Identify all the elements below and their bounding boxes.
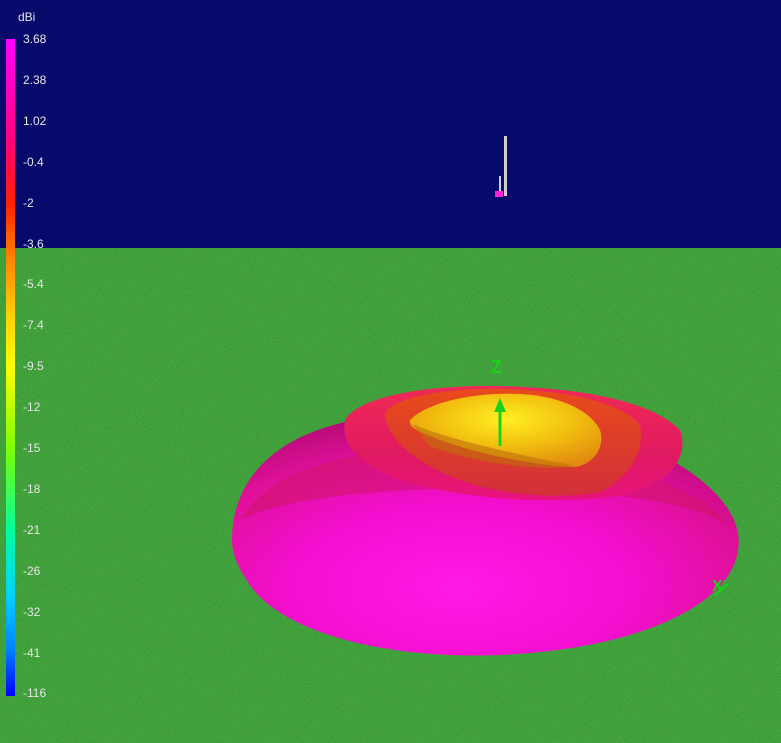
- antenna-model[interactable]: [495, 136, 507, 197]
- legend-tick-label: -32: [23, 604, 41, 619]
- z-axis: [494, 398, 506, 446]
- x-axis-label: X: [712, 578, 723, 595]
- legend-tick-label: -21: [23, 522, 41, 537]
- radiation-pattern-3d[interactable]: [232, 385, 739, 656]
- z-axis-label: Z: [491, 357, 502, 377]
- x-axis: [713, 583, 729, 597]
- legend-tick-label: -2: [23, 195, 34, 210]
- legend-tick-label: -26: [23, 563, 41, 578]
- legend-tick-label: -3.6: [23, 236, 44, 251]
- pattern-inner-lobe: [409, 393, 602, 467]
- legend-tick-label: -15: [23, 441, 41, 455]
- legend-tick-label: -12: [23, 400, 41, 415]
- color-scale-legend: dBi 3.68 2.38 1.02 -0.4 -2 -3.6 -5.4 -7.4 -9.5 -1…: [0, 0, 70, 743]
- legend-tick-label: 3.68: [23, 32, 47, 46]
- legend-tick-label: -18: [23, 481, 41, 496]
- legend-tick-label: -0.4: [23, 154, 44, 169]
- legend-tick-label: 2.38: [23, 72, 47, 87]
- sky-background: [0, 0, 781, 252]
- legend-tick-label: -7.4: [23, 318, 44, 333]
- legend-tick-label: -116: [23, 686, 47, 701]
- legend-tick-label: -9.5: [23, 359, 44, 374]
- legend-tick-label: -5.4: [23, 277, 44, 292]
- legend-color-bar: [6, 39, 15, 696]
- pattern-inner-cavity: [412, 424, 575, 468]
- legend-tick-label: 1.02: [23, 113, 47, 128]
- legend-unit-label: dBi: [18, 10, 36, 24]
- legend-tick-label: -41: [23, 645, 41, 660]
